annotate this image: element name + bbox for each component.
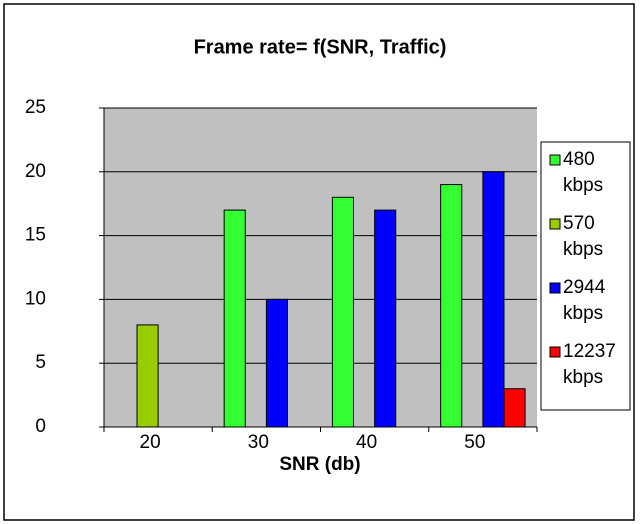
x-tick-label: 40	[356, 432, 377, 453]
y-tick-label: 10	[25, 288, 46, 309]
bar	[265, 298, 288, 428]
legend-swatch	[549, 218, 561, 230]
y-tick-label: 25	[25, 97, 46, 118]
legend	[540, 141, 631, 411]
y-tick-label: 0	[35, 416, 46, 437]
bar	[223, 209, 246, 428]
y-tick-label: 15	[25, 225, 46, 246]
plot-area	[104, 108, 537, 427]
legend-swatch	[549, 346, 561, 358]
legend-swatch	[549, 282, 561, 294]
y-tick-label: 20	[25, 161, 46, 182]
x-axis-title: SNR (db)	[279, 454, 360, 475]
bar	[503, 388, 526, 428]
legend-swatch	[549, 154, 561, 166]
bar	[331, 196, 355, 428]
legend-label: 480 kbps	[563, 149, 603, 196]
x-tick-label: 20	[140, 432, 161, 453]
bar	[136, 324, 159, 428]
legend-label: 12237 kbps	[563, 341, 616, 388]
chart-title: Frame rate= f(SNR, Traffic)	[194, 36, 447, 58]
x-tick-label: 50	[464, 432, 485, 453]
bar	[482, 171, 505, 428]
bar	[440, 184, 463, 428]
y-tick-label: 5	[35, 352, 46, 373]
bar	[374, 209, 397, 428]
x-tick-label: 30	[248, 432, 269, 453]
legend-label: 2944 kbps	[563, 277, 606, 324]
legend-label: 570 kbps	[563, 213, 603, 260]
